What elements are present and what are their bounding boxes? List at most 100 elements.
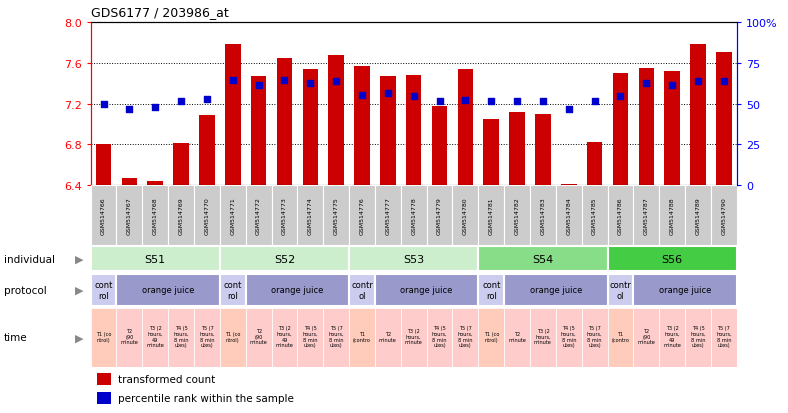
Text: T1
(contro: T1 (contro <box>611 331 630 342</box>
Text: GSM514779: GSM514779 <box>437 197 442 235</box>
Text: GSM514789: GSM514789 <box>696 197 701 235</box>
Bar <box>323 186 349 246</box>
Bar <box>277 58 292 186</box>
Bar <box>91 186 117 246</box>
Bar <box>504 186 530 246</box>
Bar <box>660 308 685 367</box>
Bar <box>608 247 737 271</box>
Text: S51: S51 <box>145 254 165 264</box>
Text: GSM514772: GSM514772 <box>256 197 261 235</box>
Point <box>123 106 136 113</box>
Bar <box>634 274 737 306</box>
Point <box>97 101 110 107</box>
Bar <box>303 70 318 186</box>
Text: T4 (5
hours,
8 min
utes): T4 (5 hours, 8 min utes) <box>173 325 189 347</box>
Text: T3 (2
hours,
49
minute: T3 (2 hours, 49 minute <box>276 325 293 347</box>
Text: T3 (2
hours,
49
minute: T3 (2 hours, 49 minute <box>147 325 164 347</box>
Bar <box>121 179 137 186</box>
Point <box>614 94 626 100</box>
Text: GSM514785: GSM514785 <box>592 197 597 235</box>
Bar <box>272 308 297 367</box>
Text: T5 (7
hours,
8 min
utes): T5 (7 hours, 8 min utes) <box>716 325 732 347</box>
Bar <box>634 308 660 367</box>
Bar <box>582 308 608 367</box>
Text: T4 (5
hours,
8 min
utes): T4 (5 hours, 8 min utes) <box>303 325 318 347</box>
Text: GSM514782: GSM514782 <box>515 197 519 235</box>
Bar <box>556 308 582 367</box>
Bar <box>504 308 530 367</box>
Text: S52: S52 <box>274 254 295 264</box>
Bar <box>168 186 194 246</box>
Bar <box>613 74 628 186</box>
Bar <box>355 66 370 186</box>
Text: GSM514788: GSM514788 <box>670 197 675 235</box>
Bar <box>458 70 473 186</box>
Bar <box>349 274 375 306</box>
Bar <box>711 308 737 367</box>
Bar <box>246 274 349 306</box>
Point <box>666 83 678 89</box>
Bar <box>380 77 396 186</box>
Point <box>226 78 239 84</box>
Bar <box>251 77 266 186</box>
Text: T1 (co
ntrol): T1 (co ntrol) <box>96 331 111 342</box>
Bar <box>556 186 582 246</box>
Text: S53: S53 <box>403 254 424 264</box>
Text: T5 (7
hours,
8 min
utes): T5 (7 hours, 8 min utes) <box>458 325 474 347</box>
Text: T5 (7
hours,
8 min
utes): T5 (7 hours, 8 min utes) <box>329 325 344 347</box>
Bar <box>297 308 323 367</box>
Text: GSM514774: GSM514774 <box>308 197 313 235</box>
Bar <box>478 274 504 306</box>
Bar <box>432 106 448 186</box>
Bar <box>484 120 499 186</box>
Bar <box>401 308 426 367</box>
Bar <box>509 112 525 186</box>
Text: orange juice: orange juice <box>659 286 712 294</box>
Text: GSM514773: GSM514773 <box>282 197 287 235</box>
Bar <box>143 308 168 367</box>
Text: cont
rol: cont rol <box>482 280 500 300</box>
Point <box>718 78 730 85</box>
Text: cont
rol: cont rol <box>95 280 113 300</box>
Text: GSM514783: GSM514783 <box>541 197 545 235</box>
Text: orange juice: orange juice <box>142 286 195 294</box>
Text: transformed count: transformed count <box>117 374 215 384</box>
Bar <box>478 186 504 246</box>
Text: orange juice: orange juice <box>400 286 453 294</box>
Text: T4 (5
hours,
8 min
utes): T4 (5 hours, 8 min utes) <box>432 325 448 347</box>
Bar <box>608 308 634 367</box>
Text: T1 (co
ntrol): T1 (co ntrol) <box>484 331 499 342</box>
Text: GSM514777: GSM514777 <box>385 197 390 235</box>
Text: ▶: ▶ <box>75 254 83 264</box>
Bar <box>504 274 608 306</box>
Bar <box>587 143 602 186</box>
Point <box>304 81 317 87</box>
Text: GSM514780: GSM514780 <box>463 197 468 235</box>
Text: GSM514766: GSM514766 <box>101 197 106 235</box>
Bar <box>582 186 608 246</box>
Bar <box>375 274 478 306</box>
Point <box>692 78 704 85</box>
Text: T1
(contro: T1 (contro <box>353 331 371 342</box>
Bar <box>426 308 452 367</box>
Bar <box>199 116 214 186</box>
Bar <box>225 45 240 186</box>
Bar <box>530 308 556 367</box>
Bar <box>246 308 272 367</box>
Point <box>589 99 601 106</box>
Point <box>175 99 188 106</box>
Point <box>511 99 523 106</box>
Bar <box>685 186 711 246</box>
Bar <box>401 186 426 246</box>
Bar <box>173 144 189 186</box>
Text: GSM514781: GSM514781 <box>489 197 494 235</box>
Bar <box>194 186 220 246</box>
Bar <box>220 186 246 246</box>
Point <box>459 98 472 104</box>
Bar <box>561 185 577 186</box>
Bar <box>220 308 246 367</box>
Bar <box>97 373 111 385</box>
Bar <box>117 274 220 306</box>
Text: GSM514771: GSM514771 <box>230 197 236 235</box>
Text: T4 (5
hours,
8 min
utes): T4 (5 hours, 8 min utes) <box>690 325 706 347</box>
